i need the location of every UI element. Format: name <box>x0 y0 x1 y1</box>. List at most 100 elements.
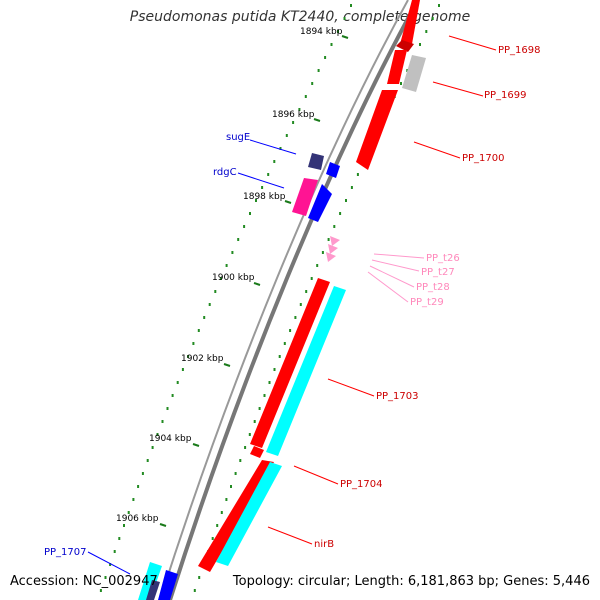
tick-dot <box>261 186 264 189</box>
gene-label-pp1703[interactable]: PP_1703 <box>376 391 419 402</box>
scale-label-1906: 1906 kbp <box>116 514 159 524</box>
tick-dot <box>137 485 140 488</box>
tick-dot <box>327 238 330 241</box>
scale-label-1904: 1904 kbp <box>149 434 192 444</box>
gene-label-ppt26[interactable]: PP_t26 <box>426 253 460 264</box>
feature-pp1699[interactable] <box>387 50 407 84</box>
tick-dot <box>237 238 240 241</box>
tick-dot <box>181 368 184 371</box>
tick-dot <box>253 420 256 423</box>
tick-dot <box>350 186 353 189</box>
tick-dot <box>171 394 174 397</box>
gene-label-ppt27[interactable]: PP_t27 <box>421 267 455 278</box>
tick-dot <box>249 212 251 215</box>
tick-dot <box>337 30 339 33</box>
scale-label-1894: 1894 kbp <box>300 27 343 37</box>
tick-dot <box>214 290 217 293</box>
gene-label-ppt29[interactable]: PP_t29 <box>410 297 444 308</box>
feature-pp1699-pseudo[interactable] <box>402 55 426 92</box>
gene-label-nirB[interactable]: nirB <box>314 539 334 550</box>
tick-dot <box>285 134 288 137</box>
tick-dot <box>283 342 286 345</box>
tick-dot <box>425 30 428 33</box>
tick-dot <box>278 355 281 358</box>
tick-dot <box>141 472 144 475</box>
tick-dot <box>219 277 222 280</box>
gene-label-pp1698[interactable]: PP_1698 <box>498 45 541 56</box>
tick-dot <box>220 511 223 514</box>
tick-dot <box>304 95 307 98</box>
tick-dot <box>273 368 276 371</box>
tick-dot <box>294 316 297 319</box>
tick-dot <box>321 251 324 254</box>
gene-label-rdgC[interactable]: rdgC <box>213 167 237 178</box>
gene-label-pp1707[interactable]: PP_1707 <box>44 547 87 558</box>
tick-dot <box>151 446 154 449</box>
tick-dot <box>127 511 130 514</box>
tick-dot <box>279 147 282 150</box>
tick-dot <box>317 69 320 72</box>
tick-dot <box>299 303 302 306</box>
feature-nirB[interactable] <box>198 460 282 572</box>
tick-dot <box>316 264 319 267</box>
feature-rdgC[interactable] <box>292 178 332 222</box>
scale-label-1900: 1900 kbp <box>212 273 255 283</box>
inner-tick-track <box>99 4 352 592</box>
tick-dot <box>324 56 327 59</box>
tick-dot <box>132 498 135 501</box>
tick-dot <box>118 537 121 540</box>
tick-dot <box>333 225 336 228</box>
gene-label-pp1700[interactable]: PP_1700 <box>462 153 505 164</box>
tick-dot <box>289 329 292 332</box>
tick-dot <box>216 524 219 527</box>
tick-dot <box>298 108 301 111</box>
tick-dot <box>234 472 237 475</box>
tick-dot <box>431 17 434 20</box>
tick-dot <box>123 524 125 527</box>
backbone-outer <box>168 0 420 600</box>
gene-label-sugE[interactable]: sugE <box>226 132 250 143</box>
tick-dot <box>244 446 247 449</box>
tick-dot <box>330 43 333 46</box>
tick-dot <box>156 433 159 436</box>
gene-label-pp1704[interactable]: PP_1704 <box>340 479 383 490</box>
tick-dot <box>310 277 313 280</box>
tick-dot <box>339 212 342 215</box>
tick-dot <box>248 433 251 436</box>
gene-label-ppt28[interactable]: PP_t28 <box>416 282 450 293</box>
feature-pp1703[interactable] <box>250 278 346 456</box>
tick-dot <box>176 381 179 384</box>
feature-pp1700[interactable] <box>356 90 398 170</box>
tick-dot <box>109 563 112 566</box>
gene-label-pp1699[interactable]: PP_1699 <box>484 90 527 101</box>
tick-dot <box>104 576 107 579</box>
tick-dot <box>197 329 200 332</box>
tick-dot <box>166 407 169 410</box>
feature-pp1707[interactable] <box>138 562 178 600</box>
tick-dot <box>225 264 228 267</box>
tick-dot <box>406 69 409 72</box>
accession-text: Accession: NC_002947 <box>10 574 158 589</box>
tick-dot <box>113 550 116 553</box>
feature-sugE[interactable] <box>308 153 340 178</box>
feature-pp1698-arrow[interactable] <box>396 40 414 52</box>
tick-dot <box>305 290 308 293</box>
tick-dot <box>258 407 261 410</box>
tick-dot <box>263 394 266 397</box>
tick-dot <box>208 303 211 306</box>
tick-dot <box>243 225 246 228</box>
feature-pp1698[interactable] <box>400 0 420 44</box>
tick-dot <box>268 381 271 384</box>
tick-dot <box>99 589 102 592</box>
scale-label-1896: 1896 kbp <box>272 110 315 120</box>
tick-dot <box>193 589 196 592</box>
feature-trna-cluster[interactable] <box>326 236 340 262</box>
tick-dot <box>230 485 232 488</box>
tick-dot <box>292 121 295 124</box>
tick-dot <box>146 459 149 462</box>
tick-dot <box>255 199 257 202</box>
map-title: Pseudomonas putida KT2440, complete geno… <box>129 9 471 25</box>
tick-dot <box>231 251 234 254</box>
feature-pp1704[interactable] <box>250 446 264 458</box>
